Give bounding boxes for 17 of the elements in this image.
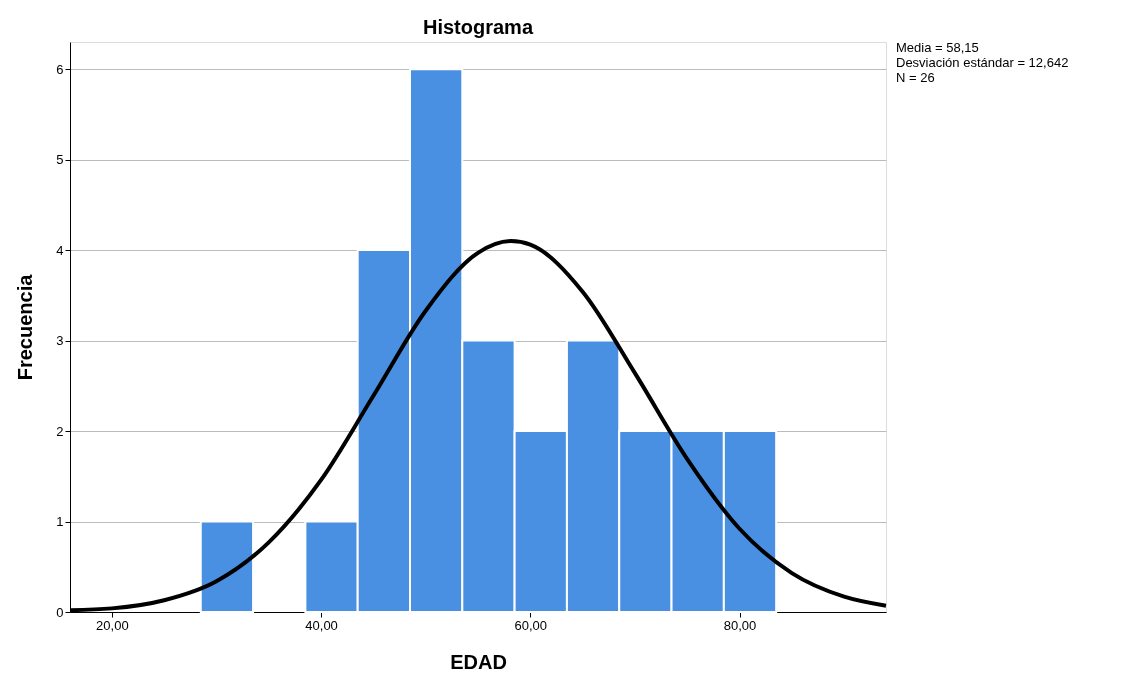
y-tick-label: 1 [56, 514, 64, 530]
y-tick-label: 4 [56, 242, 64, 258]
text: N = 26 [896, 70, 935, 85]
y-tick-label: 2 [56, 423, 64, 439]
y-tick-label: 6 [56, 61, 64, 77]
chart-title: Histograma [422, 16, 534, 38]
text: Desviación estándar = 12,642 [896, 55, 1069, 70]
y-tick-label: 3 [56, 333, 64, 349]
y-tick-label: 5 [56, 152, 64, 168]
x-tick-label: 80,00 [723, 617, 757, 633]
x-tick-label: 20,00 [96, 617, 129, 633]
text: Media = 58,15 [896, 40, 979, 55]
x-tick-label: 60,00 [514, 617, 548, 633]
x-axis-title: EDAD [450, 650, 507, 673]
y-axis-title: Frecuencia [14, 273, 37, 381]
y-tick-label: 0 [56, 604, 64, 620]
x-tick-label: 40,00 [305, 617, 338, 633]
